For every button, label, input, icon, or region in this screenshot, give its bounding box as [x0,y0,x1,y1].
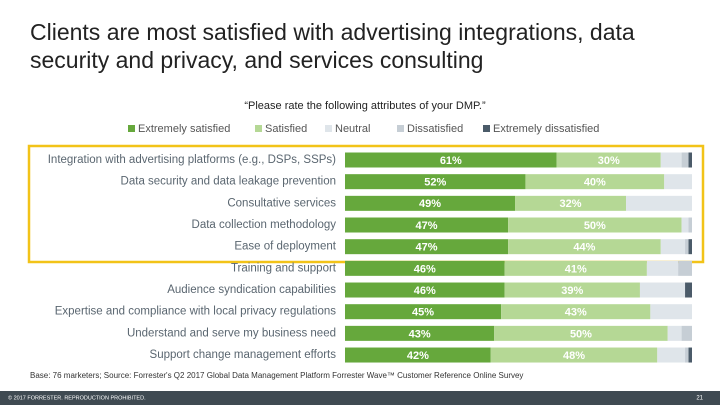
bar-segment [657,347,686,363]
legend-label: Neutral [335,123,370,135]
bar-segment [646,260,679,276]
value-label: 45% [412,307,434,319]
category-label: Consultative services [227,197,336,209]
value-label: 43% [409,328,431,340]
value-label: 49% [419,198,441,210]
footer-strip [0,391,720,405]
bar-segment [345,304,502,320]
value-label: 40% [584,177,606,189]
bar-segment [504,282,640,298]
bar-segment [685,239,689,255]
source-note: Base: 76 marketers; Source: Forrester's … [30,371,523,380]
value-label: 50% [584,220,606,232]
bar-segment [639,282,686,298]
category-label: Data security and data leakage preventio… [121,176,336,188]
bar-segment [508,239,661,255]
value-label: 41% [565,263,587,275]
value-label: 32% [560,198,582,210]
bar-segment [660,239,686,255]
value-label: 47% [416,242,438,254]
category-label: Support change management efforts [150,349,337,361]
bar-segment [490,347,658,363]
page-number: 21 [696,396,703,402]
bar-segment [667,325,682,341]
subtitle: “Please rate the following attributes of… [244,100,486,112]
value-label: 39% [561,285,583,297]
category-label: Training and support [231,262,337,274]
bar-segment [556,152,661,168]
value-label: 52% [424,177,446,189]
bar-segment [345,282,505,298]
value-label: 42% [407,350,429,362]
bar-segment [685,347,689,363]
category-label: Expertise and compliance with local priv… [55,306,337,318]
bar-segment [685,282,692,298]
bar-segment [525,174,665,190]
bar-segment [688,347,692,363]
bar-segment [650,304,692,320]
bar-segment [345,152,557,168]
copyright: © 2017 FORRESTER. REPRODUCTION PROHIBITE… [8,394,146,401]
value-label: 46% [414,263,436,275]
bar-segment [345,239,509,255]
bar-segment [345,217,509,233]
bar-segment [681,325,692,341]
bar-segment [504,260,647,276]
slide-title: Clients are most satisfied with advertis… [30,19,635,73]
bar-segment [345,347,491,363]
bar-segment [664,174,692,190]
legend-label: Extremely dissatisfied [493,123,599,135]
category-label: Integration with advertising platforms (… [48,154,336,166]
legend-label: Dissatisfied [407,123,463,135]
value-label: 43% [565,307,587,319]
bar-segment [345,260,505,276]
bar-segment [688,152,692,168]
bar-segment [681,152,689,168]
legend-swatch [483,125,490,132]
bar-segment [660,152,682,168]
bar-segment [678,260,692,276]
value-label: 61% [440,155,462,167]
bar-segment [688,217,692,233]
category-label: Ease of deployment [234,241,336,253]
value-label: 44% [573,242,595,254]
bar-segment [501,304,651,320]
category-label: Audience syndication capabilities [167,284,336,296]
value-label: 48% [563,350,585,362]
bar-segment [494,325,668,341]
legend-swatch [397,125,404,132]
value-label: 47% [416,220,438,232]
legend-swatch [325,125,332,132]
bar-segment [688,239,692,255]
value-label: 46% [414,285,436,297]
bar-segment [508,217,682,233]
value-label: 50% [570,328,592,340]
bar-segment [681,217,689,233]
legend-label: Satisfied [265,123,307,135]
category-label: Understand and serve my business need [127,327,336,339]
bar-segment [345,325,495,341]
bar-segment [345,174,526,190]
legend-swatch [128,125,135,132]
legend-swatch [255,125,262,132]
bar-segment [345,195,516,211]
bar-segment [626,195,692,211]
value-label: 30% [598,155,620,167]
bar-segment [515,195,627,211]
category-label: Data collection methodology [192,219,337,231]
legend-label: Extremely satisfied [138,123,230,135]
